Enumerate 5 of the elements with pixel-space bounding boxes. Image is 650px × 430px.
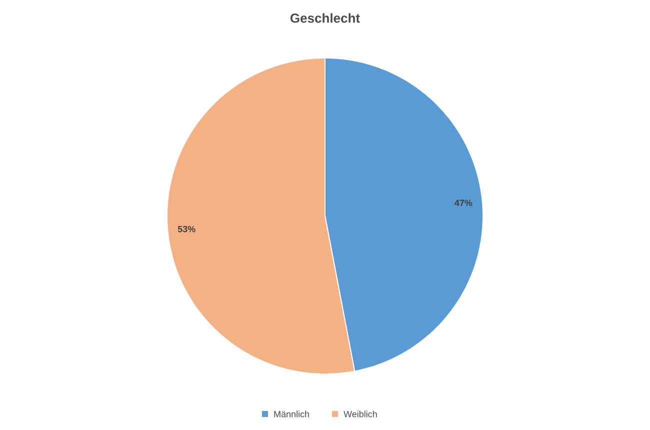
legend-label: Männlich [274,410,309,418]
chart-title: Geschlecht [290,13,360,23]
legend-label: Weiblich [344,410,377,418]
data-label: 53% [178,226,196,232]
data-label: 47% [454,200,472,206]
